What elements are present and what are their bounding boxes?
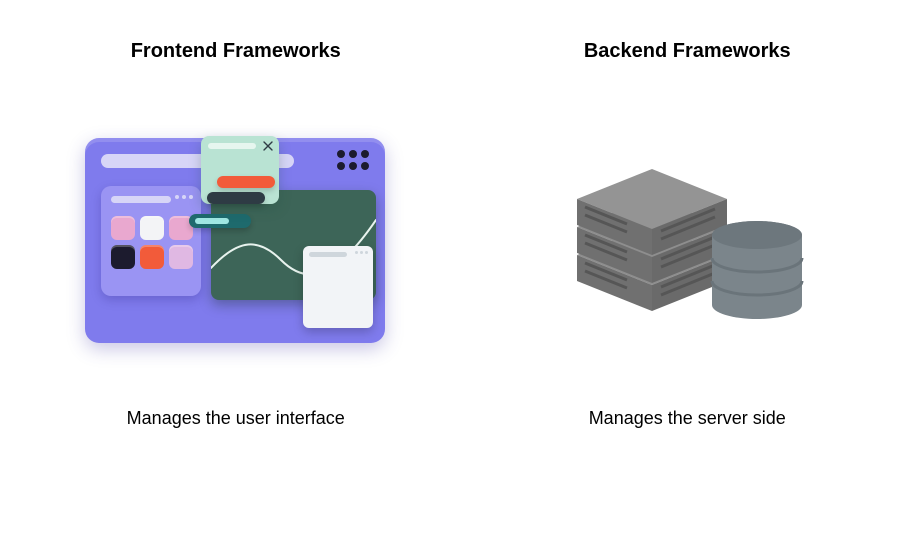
floating-window xyxy=(201,136,279,204)
menu-grid-icon xyxy=(337,150,369,170)
window-controls-icon xyxy=(355,251,368,254)
window-title-bar xyxy=(111,196,171,203)
swatch xyxy=(140,245,164,269)
server-stack-icon xyxy=(577,169,727,311)
frontend-illustration xyxy=(81,123,391,353)
window-title-bar xyxy=(309,252,347,257)
toggle-pill xyxy=(189,214,251,228)
palette-window xyxy=(101,186,201,296)
swatch xyxy=(111,245,135,269)
swatch xyxy=(140,216,164,240)
frontend-ui-mockup xyxy=(81,128,391,348)
note-window xyxy=(303,246,373,328)
swatch xyxy=(111,216,135,240)
backend-illustration xyxy=(557,123,817,353)
frontend-column: Frontend Frameworks xyxy=(40,40,432,429)
backend-title: Backend Frameworks xyxy=(584,40,791,63)
comparison-row: Frontend Frameworks xyxy=(0,0,923,429)
backend-column: Backend Frameworks xyxy=(492,40,884,429)
close-icon xyxy=(263,141,273,151)
backend-caption: Manages the server side xyxy=(589,408,786,429)
database-icon xyxy=(712,221,802,319)
frontend-title: Frontend Frameworks xyxy=(131,40,341,63)
pill-accent xyxy=(207,192,265,204)
server-and-database xyxy=(557,143,817,333)
swatch xyxy=(169,245,193,269)
window-title-bar xyxy=(208,143,256,149)
pill-accent xyxy=(217,176,275,188)
frontend-caption: Manages the user interface xyxy=(127,408,345,429)
window-controls-icon xyxy=(175,195,193,199)
color-swatches xyxy=(111,216,193,269)
